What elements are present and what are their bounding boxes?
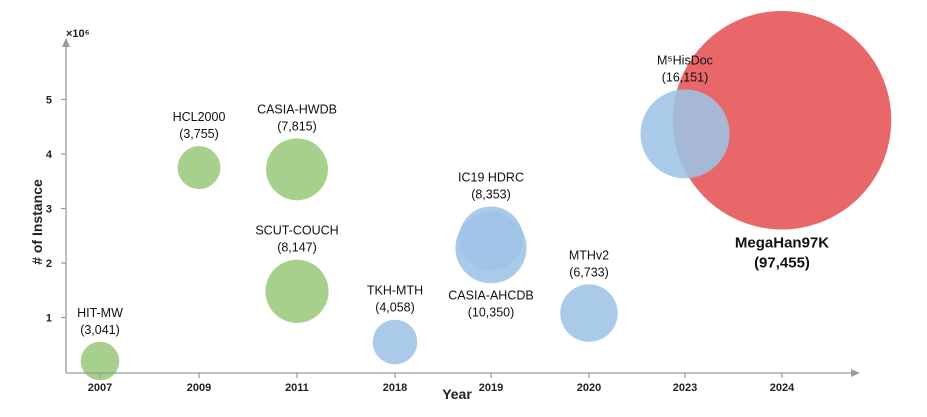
labels-layer: HIT-MW (3,041) HCL2000 (3,755) CASIA-HWDB (7,…	[77, 53, 829, 336]
ticks-layer: 1 2 3 4 5 2007 2009 2011 2018 2019 2020 2023 2024	[46, 95, 795, 395]
y-tick-label: 5	[46, 95, 52, 107]
bubble-name-casia-ahcdb: CASIA-AHCDB	[448, 288, 533, 302]
y-axis-arrow	[62, 38, 70, 47]
bubble-size-scut-couch: (8,147)	[277, 241, 317, 255]
bubble-name-casia-hwdb: CASIA-HWDB	[257, 102, 337, 116]
x-tick-label: 2023	[673, 382, 697, 394]
y-axis-multiplier: ×10⁶	[66, 28, 90, 40]
x-tick-label: 2011	[285, 382, 309, 394]
bubble-name-ic19-hdrc: IC19 HDRC	[458, 170, 524, 184]
bubble-size-mthv2: (6,733)	[569, 265, 609, 279]
bubble-casia-hwdb	[266, 138, 328, 201]
bubble-size-tkh-mth: (4,058)	[375, 301, 415, 315]
x-tick-label: 2018	[383, 382, 407, 394]
x-tick-label: 2007	[88, 382, 112, 394]
bubble-size-m-hisdoc: (16,151)	[662, 70, 709, 84]
bubble-mthv2	[560, 284, 618, 342]
bubble-scut-couch	[265, 259, 329, 323]
bubble-size-ic19-hdrc: (8,353)	[471, 187, 511, 201]
bubble-m-hisdoc	[640, 89, 730, 179]
bubble-name-tkh-mth: TKH-MTH	[367, 284, 423, 298]
x-axis-arrow	[851, 369, 860, 377]
bubble-size-casia-hwdb: (7,815)	[277, 119, 317, 133]
x-tick-label: 2009	[187, 382, 211, 394]
bubble-ic19-hdrc	[459, 206, 523, 271]
bubble-size-hit-mw: (3,041)	[80, 323, 120, 337]
y-tick-label: 3	[46, 204, 52, 216]
bubble-name-m-hisdoc: M⁵HisDoc	[657, 53, 713, 67]
y-tick-label: 1	[46, 313, 52, 325]
x-tick-label: 2020	[577, 382, 601, 394]
bubble-name-megahan97k: MegaHan97K	[735, 234, 829, 251]
bubbles-layer	[80, 10, 892, 381]
y-tick-label: 4	[46, 149, 53, 161]
bubble-megahan97k	[672, 10, 892, 230]
y-tick-label: 2	[46, 258, 52, 270]
x-tick-label: 2019	[479, 382, 503, 394]
bubble-size-casia-ahcdb: (10,350)	[468, 305, 515, 319]
bubble-hcl2000	[177, 146, 221, 190]
bubble-hit-mw	[80, 341, 120, 381]
bubble-name-hit-mw: HIT-MW	[77, 306, 123, 320]
y-axis-title: # of Instance	[29, 179, 45, 265]
axes-layer	[62, 38, 860, 377]
bubble-size-megahan97k: (97,455)	[754, 254, 810, 271]
x-tick-label: 2024	[770, 382, 795, 394]
x-axis-title: Year	[442, 386, 472, 402]
bubble-size-hcl2000: (3,755)	[179, 127, 219, 141]
bubble-name-hcl2000: HCL2000	[173, 110, 226, 124]
bubble-name-mthv2: MTHv2	[569, 248, 609, 262]
bubble-tkh-mth	[372, 319, 418, 365]
bubble-name-scut-couch: SCUT-COUCH	[255, 224, 338, 238]
